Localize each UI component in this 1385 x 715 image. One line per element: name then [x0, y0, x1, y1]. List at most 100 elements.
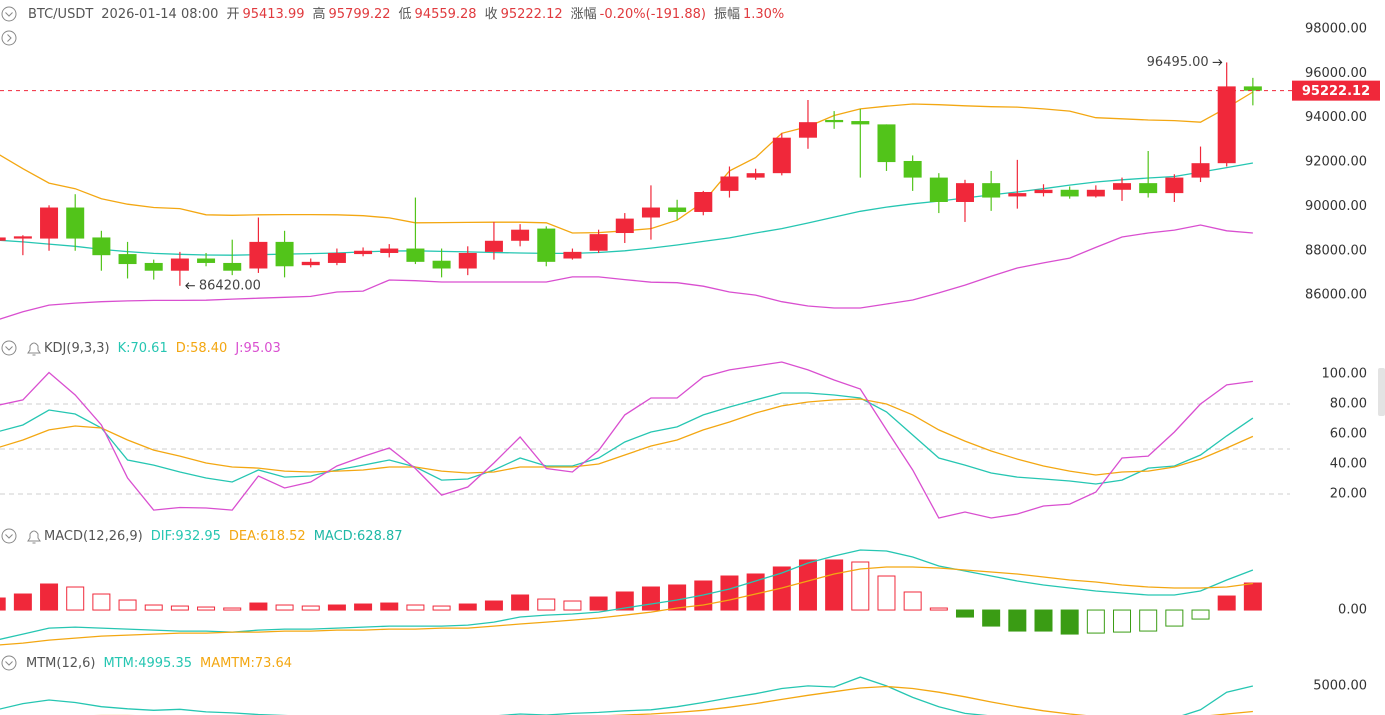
candle-body	[877, 124, 896, 163]
collapse-icon[interactable]	[1, 528, 17, 544]
collapse-icon-chevron	[5, 12, 13, 17]
indicator-line	[0, 392, 1254, 485]
macd-bar	[511, 594, 530, 611]
header-item: 2026-01-14 08:00	[101, 7, 218, 22]
macd-bar	[1008, 609, 1027, 632]
bollinger-line	[0, 91, 1254, 234]
candle-body	[170, 258, 189, 271]
candle-body	[668, 207, 687, 212]
candle-body	[458, 252, 477, 269]
candle-body	[1034, 189, 1053, 194]
header-item: MAMTM:73.64	[200, 656, 292, 671]
header-item: MTM:4995.35	[103, 656, 192, 671]
macd-bar	[1217, 595, 1236, 611]
candle-body	[825, 119, 844, 123]
y-tick-label: 96000.00	[1305, 66, 1367, 81]
candle-body	[1243, 86, 1262, 91]
macd-bar	[13, 593, 32, 611]
alert-icon[interactable]	[27, 342, 41, 356]
macd-bar	[0, 597, 6, 611]
header-item: MACD:628.87	[314, 529, 403, 544]
candle-body	[1113, 183, 1132, 190]
candle-body	[563, 251, 582, 259]
collapse-icon[interactable]	[1, 340, 17, 356]
candle-body	[746, 173, 765, 178]
indicator-line	[93, 685, 1253, 715]
min-label: 86420.00	[199, 278, 261, 293]
y-tick-label: 94000.00	[1305, 110, 1367, 125]
macd-bar	[563, 600, 582, 611]
indicator-line	[0, 566, 1253, 646]
panel-icons	[1, 6, 1385, 671]
scroll-handle[interactable]	[1378, 368, 1385, 416]
macd-bar	[851, 561, 870, 611]
macd-bar	[903, 591, 922, 611]
y-tick-label: 5000.00	[1313, 678, 1367, 693]
candle-body	[66, 207, 85, 239]
candle-body	[406, 248, 425, 262]
candle-body	[275, 241, 294, 267]
candle-body	[851, 121, 870, 125]
macd-bar	[955, 609, 974, 618]
candle-body	[327, 252, 346, 263]
collapse-icon-chevron	[5, 534, 13, 539]
candle-body	[432, 260, 451, 269]
macd-bar	[537, 598, 556, 611]
macd-bar	[432, 605, 451, 611]
macd-bar	[1165, 609, 1184, 627]
macd-bar	[380, 602, 399, 611]
header-item: J:95.03	[234, 341, 280, 356]
candle-body	[929, 177, 948, 202]
macd-bar	[170, 605, 189, 611]
header-item: 高	[312, 6, 325, 22]
macd-bar	[406, 604, 425, 611]
candle-body	[40, 207, 59, 239]
macd-bar	[668, 584, 687, 611]
expand-icon-chevron	[7, 34, 12, 42]
collapse-icon[interactable]	[1, 655, 17, 671]
header-item: DIF:932.95	[151, 529, 221, 544]
macd-bar	[1191, 609, 1210, 620]
candle-body	[1086, 189, 1105, 197]
macd-bar	[458, 603, 477, 611]
candle-body	[903, 160, 922, 178]
header-item: 95799.22	[329, 7, 391, 22]
candle-body	[1139, 183, 1158, 194]
bollinger-line	[0, 162, 1254, 256]
y-tick-label: 0.00	[1338, 603, 1367, 618]
indicator-line	[0, 676, 1254, 715]
candle-body	[615, 218, 634, 234]
candle-body	[955, 183, 974, 202]
candle-body	[249, 241, 268, 269]
macd-bar	[641, 586, 660, 611]
panel-header: KDJ(9,3,3) K:70.61 D:58.40 J:95.03	[44, 341, 281, 356]
collapse-icon[interactable]	[1, 6, 17, 22]
panel	[0, 549, 1262, 646]
header-item: MTM(12,6)	[26, 656, 95, 671]
expand-icon[interactable]	[1, 30, 17, 46]
alert-icon[interactable]	[27, 530, 41, 544]
collapse-icon-chevron	[5, 661, 13, 666]
header-item: -0.20%(-191.88)	[600, 7, 706, 22]
macd-bar	[615, 591, 634, 611]
header-item: K:70.61	[118, 341, 168, 356]
y-tick-label: 88000.00	[1305, 243, 1367, 258]
candle-body	[92, 237, 111, 256]
header-item: 涨幅	[571, 7, 597, 22]
header-item: BTC/USDT	[28, 7, 93, 22]
min-arrow	[185, 282, 195, 290]
candle-body	[798, 122, 817, 138]
header-item: DEA:618.52	[229, 529, 306, 544]
macd-bar	[301, 605, 320, 611]
candle-body	[380, 248, 399, 253]
macd-bar	[720, 575, 739, 611]
panel-header: MACD(12,26,9) DIF:932.95 DEA:618.52 MACD:62…	[44, 529, 403, 544]
macd-bar	[1034, 609, 1053, 632]
macd-bar	[1086, 609, 1105, 634]
candle-body	[1191, 163, 1210, 178]
macd-bar	[275, 604, 294, 611]
macd-bar	[825, 559, 844, 611]
indicator-line	[0, 398, 1254, 476]
panel	[0, 62, 1262, 320]
collapse-icon-chevron	[5, 346, 13, 351]
